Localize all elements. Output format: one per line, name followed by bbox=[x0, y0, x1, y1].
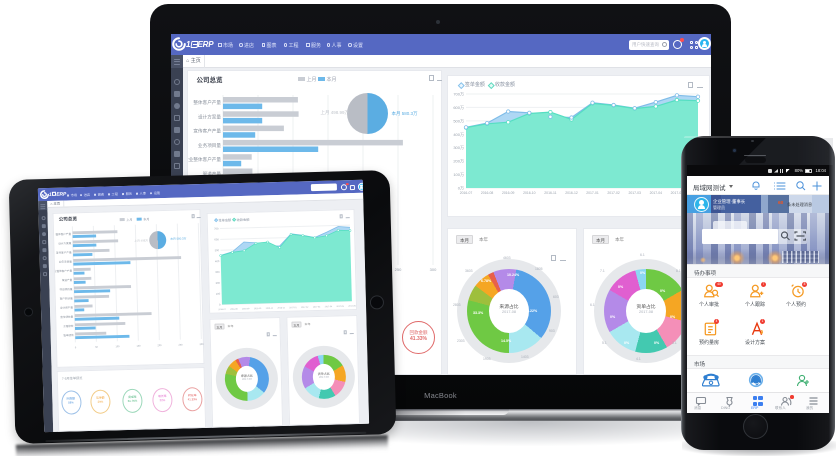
svg-text:2016-09: 2016-09 bbox=[242, 308, 250, 310]
svg-text:客户回访量: 客户回访量 bbox=[60, 296, 73, 300]
svg-text:宣传客户产量: 宣传客户产量 bbox=[193, 128, 221, 135]
svg-text:2017-02: 2017-02 bbox=[607, 191, 620, 195]
svg-text:0: 0 bbox=[219, 303, 221, 307]
svg-text:宣传客户产量: 宣传客户产量 bbox=[56, 250, 72, 254]
svg-text:2016-11: 2016-11 bbox=[544, 191, 556, 195]
svg-text:700: 700 bbox=[214, 227, 219, 231]
svg-text:0: 0 bbox=[75, 346, 77, 349]
svg-text:100: 100 bbox=[115, 345, 120, 348]
svg-text:400万: 400万 bbox=[453, 132, 464, 137]
svg-text:工程绩效: 工程绩效 bbox=[63, 324, 74, 328]
svg-text:600万: 600万 bbox=[453, 105, 464, 110]
svg-text:50: 50 bbox=[95, 346, 98, 349]
svg-text:2017-06: 2017-06 bbox=[348, 305, 356, 307]
svg-text:2016-07: 2016-07 bbox=[218, 309, 226, 311]
svg-text:业务项目量: 业务项目量 bbox=[198, 142, 221, 149]
svg-text:宣传绩效量: 宣传绩效量 bbox=[60, 315, 73, 319]
svg-text:渠道产量: 渠道产量 bbox=[62, 278, 73, 282]
svg-text:2016-12: 2016-12 bbox=[565, 191, 578, 195]
svg-text:2017-05: 2017-05 bbox=[337, 306, 345, 308]
svg-text:业务项目量: 业务项目量 bbox=[59, 259, 72, 263]
svg-text:整体客户产量: 整体客户产量 bbox=[193, 99, 221, 106]
svg-text:2017-04: 2017-04 bbox=[325, 306, 333, 308]
svg-text:2017-01: 2017-01 bbox=[289, 307, 297, 309]
svg-text:2017-04: 2017-04 bbox=[650, 191, 663, 195]
svg-text:700万: 700万 bbox=[453, 92, 464, 97]
svg-text:200: 200 bbox=[157, 344, 162, 347]
svg-text:2016-09: 2016-09 bbox=[502, 191, 515, 195]
svg-text:300: 300 bbox=[199, 343, 204, 346]
svg-text:200万: 200万 bbox=[453, 159, 464, 164]
svg-text:500: 500 bbox=[215, 248, 220, 252]
svg-text:150: 150 bbox=[136, 345, 141, 348]
svg-text:100: 100 bbox=[216, 292, 221, 296]
svg-text:2016-10: 2016-10 bbox=[523, 191, 536, 195]
svg-text:2016-12: 2016-12 bbox=[277, 307, 285, 309]
svg-text:项目预约量: 项目预约量 bbox=[59, 287, 72, 291]
svg-text:2017-03: 2017-03 bbox=[313, 306, 321, 308]
svg-text:300: 300 bbox=[215, 270, 220, 274]
svg-text:2016-08: 2016-08 bbox=[230, 309, 238, 311]
svg-text:600: 600 bbox=[214, 237, 219, 241]
svg-text:200: 200 bbox=[215, 281, 220, 285]
svg-text:400: 400 bbox=[215, 259, 220, 263]
svg-text:100万: 100万 bbox=[453, 172, 464, 177]
svg-text:300: 300 bbox=[429, 267, 436, 272]
svg-text:企业整体客户产量: 企业整体客户产量 bbox=[54, 269, 73, 274]
svg-text:2017-02: 2017-02 bbox=[301, 307, 309, 309]
svg-text:设计方案量: 设计方案量 bbox=[58, 241, 71, 245]
svg-text:2017-05: 2017-05 bbox=[671, 191, 684, 195]
svg-text:企业整体客户产量: 企业整体客户产量 bbox=[188, 156, 221, 163]
svg-text:2016-07: 2016-07 bbox=[460, 191, 473, 195]
svg-text:2017-01: 2017-01 bbox=[586, 191, 599, 195]
svg-text:整体客户产量: 整体客户产量 bbox=[55, 232, 71, 236]
svg-text:2017-03: 2017-03 bbox=[628, 191, 641, 195]
svg-text:2016-08: 2016-08 bbox=[481, 191, 494, 195]
svg-text:300万: 300万 bbox=[453, 145, 464, 150]
svg-text:250: 250 bbox=[394, 267, 401, 272]
svg-text:0万: 0万 bbox=[458, 186, 464, 191]
svg-text:500万: 500万 bbox=[453, 118, 464, 123]
svg-text:设计方案量: 设计方案量 bbox=[198, 113, 221, 120]
svg-text:2016-10: 2016-10 bbox=[254, 308, 262, 310]
svg-text:签单绩效: 签单绩效 bbox=[63, 333, 74, 337]
svg-text:250: 250 bbox=[178, 344, 183, 347]
svg-text:2016-11: 2016-11 bbox=[266, 308, 274, 310]
svg-text:设计师产量: 设计师产量 bbox=[60, 305, 73, 309]
